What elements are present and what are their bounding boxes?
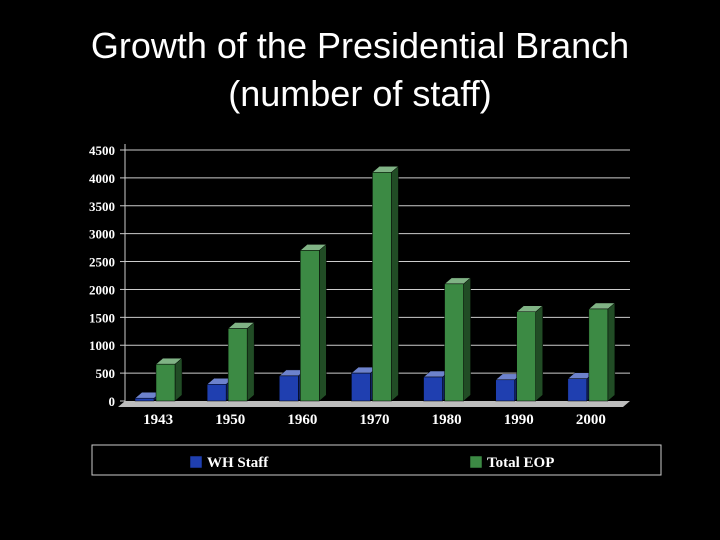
y-tick-label: 4500 xyxy=(89,143,115,158)
y-tick-label: 500 xyxy=(96,366,116,381)
bar-side xyxy=(174,357,183,402)
bar-side xyxy=(535,305,543,402)
bar-side xyxy=(319,243,327,402)
bar-total-eop-1990 xyxy=(516,305,544,402)
bar-total-eop-2000 xyxy=(588,302,616,402)
bar-total-eop-1943 xyxy=(155,357,183,402)
x-tick-label: 1943 xyxy=(143,412,173,428)
floor-plane xyxy=(118,401,630,407)
bar-front xyxy=(300,250,320,402)
x-tick-label: 1950 xyxy=(215,412,245,428)
bar-total-eop-1970 xyxy=(371,165,400,402)
legend-box xyxy=(91,444,662,476)
bar-front xyxy=(567,378,588,402)
bar-total-eop-1960 xyxy=(299,243,327,402)
bar-total-eop-1980 xyxy=(443,277,472,402)
y-tick-label: 1000 xyxy=(89,338,115,353)
x-tick-label: 1980 xyxy=(432,412,462,428)
bar-front xyxy=(134,397,155,402)
x-tick-label: 2000 xyxy=(576,412,606,428)
legend-label-wh-staff: WH Staff xyxy=(207,455,269,471)
y-tick-label: 0 xyxy=(109,394,116,409)
bar-front xyxy=(351,372,371,402)
bar-side xyxy=(391,165,399,402)
bar-side xyxy=(246,321,255,402)
y-tick-label: 4000 xyxy=(89,171,115,186)
x-tick-label: 1960 xyxy=(287,412,317,428)
x-tick-label: 1970 xyxy=(360,412,390,428)
bar-front xyxy=(516,311,536,402)
slide-title-line-1: Growth of the Presidential Branch xyxy=(90,25,630,66)
y-tick-label: 2500 xyxy=(89,255,115,270)
x-axis: 1943 1950 1960 1970 1980 1990 2000 xyxy=(143,412,606,428)
bar-front xyxy=(206,384,227,402)
legend: WH Staff Total EOP xyxy=(91,444,662,476)
bar-side xyxy=(463,277,471,402)
chart-floor xyxy=(118,401,630,407)
bar-front xyxy=(423,376,443,402)
y-axis: 0 500 1000 1500 2000 2500 3000 3500 4000 4500 xyxy=(89,143,126,409)
bar-side xyxy=(607,302,616,402)
legend-swatch-total-eop xyxy=(469,455,483,469)
bar-front xyxy=(279,375,299,402)
legend-label-total-eop: Total EOP xyxy=(487,455,554,471)
x-tick-label: 1990 xyxy=(504,412,534,428)
bars xyxy=(134,165,616,402)
y-tick-label: 3000 xyxy=(89,227,115,242)
bar-front xyxy=(227,328,248,402)
bar-front xyxy=(444,283,464,402)
slide-title-line-2: (number of staff) xyxy=(228,73,492,114)
bar-total-eop-1950 xyxy=(227,321,255,402)
y-tick-label: 3500 xyxy=(89,199,115,214)
y-tick-label: 1500 xyxy=(89,310,115,325)
bar-front xyxy=(495,379,515,402)
bar-front xyxy=(372,172,392,402)
legend-swatch-wh-staff xyxy=(189,455,203,469)
y-tick-label: 2000 xyxy=(89,282,115,297)
slide-title: Growth of the Presidential Branch (numbe… xyxy=(0,22,720,118)
bar-front xyxy=(588,308,609,402)
bar-front xyxy=(155,363,176,402)
